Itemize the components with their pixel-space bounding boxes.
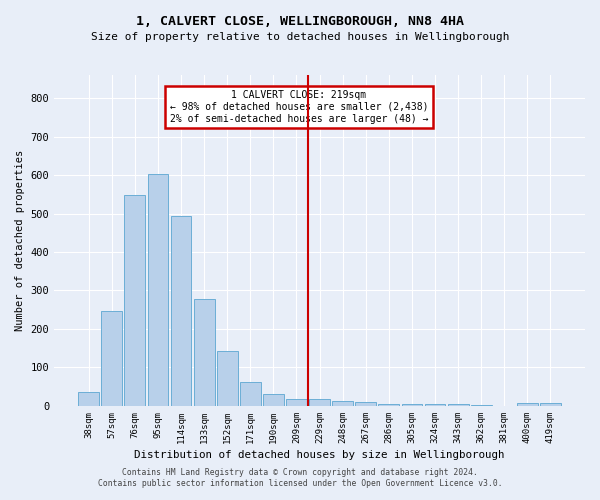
Bar (425, 404, 445, 406)
Bar (217, 350, 238, 406)
Bar (263, 394, 284, 406)
Bar (471, 405, 491, 406)
Bar (517, 403, 538, 406)
Bar (148, 174, 169, 406)
Bar (240, 382, 261, 406)
Bar (101, 310, 122, 406)
Text: Contains HM Land Registry data © Crown copyright and database right 2024.
Contai: Contains HM Land Registry data © Crown c… (98, 468, 502, 487)
Bar (124, 195, 145, 406)
Bar (78, 392, 99, 406)
Text: Size of property relative to detached houses in Wellingborough: Size of property relative to detached ho… (91, 32, 509, 42)
Bar (309, 399, 330, 406)
Bar (194, 299, 215, 406)
Text: 1 CALVERT CLOSE: 219sqm
← 98% of detached houses are smaller (2,438)
2% of semi-: 1 CALVERT CLOSE: 219sqm ← 98% of detache… (170, 90, 428, 124)
Bar (401, 404, 422, 406)
Bar (286, 399, 307, 406)
X-axis label: Distribution of detached houses by size in Wellingborough: Distribution of detached houses by size … (134, 450, 505, 460)
Bar (540, 403, 561, 406)
Bar (170, 216, 191, 406)
Bar (448, 404, 469, 406)
Text: 1, CALVERT CLOSE, WELLINGBOROUGH, NN8 4HA: 1, CALVERT CLOSE, WELLINGBOROUGH, NN8 4H… (136, 15, 464, 28)
Bar (379, 404, 399, 406)
Bar (332, 400, 353, 406)
Y-axis label: Number of detached properties: Number of detached properties (15, 150, 25, 331)
Bar (355, 402, 376, 406)
